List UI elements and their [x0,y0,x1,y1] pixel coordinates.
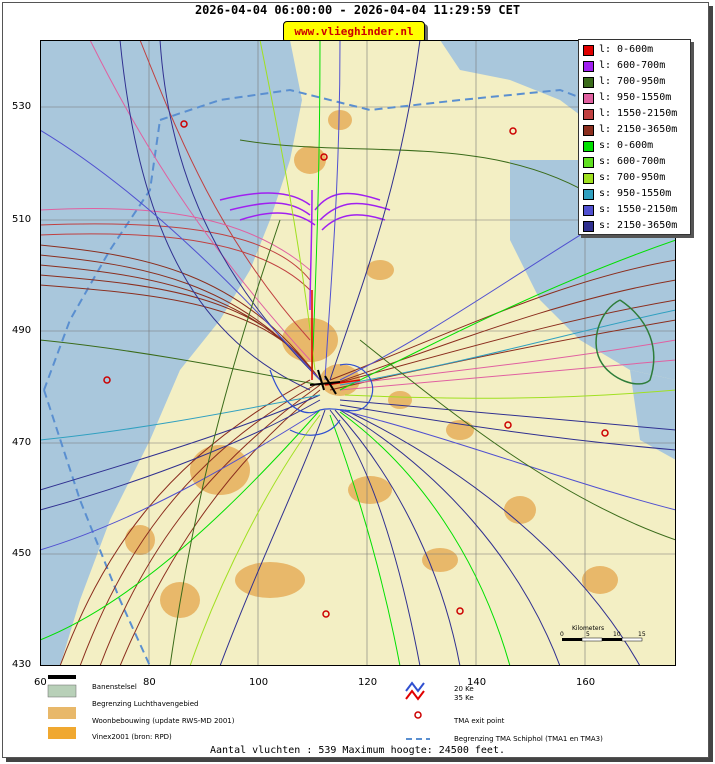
legend-swatch [583,77,594,88]
runways-label: Banenstelsel [92,683,137,691]
x-tick-label: 100 [249,677,269,688]
housing-label: Woonbebouwing (update RWS-MD 2001) [92,717,235,725]
legend-swatch [583,109,594,120]
site-link[interactable]: www.vlieghinder.nl [283,21,425,43]
legend-swatch [583,93,594,104]
legend-label: l: 700-950m [599,76,666,87]
scale-tick: 10 [613,631,621,638]
vinex-symbol [48,727,76,739]
legend-label: l: 0-600m [599,44,654,55]
y-tick-label: 510 [12,214,32,225]
map-legend: Banenstelsel Begrenzing Luchthavengebied… [40,675,672,745]
y-tick-label: 490 [12,325,32,336]
y-tick-label: 530 [12,101,32,112]
airport-boundary-symbol [47,684,77,698]
legend-label: l: 600-700m [599,60,666,71]
tma-exit-symbol [414,711,422,719]
tma-exit-label: TMA exit point [454,717,505,725]
legend-label: l: 2150-3650m [599,124,678,135]
scale-tick: 5 [586,631,590,638]
legend-swatch [583,157,594,168]
scale-bar: Kilometers 0 5 10 15 [560,625,646,642]
runways [309,369,341,395]
flight-summary: Aantal vluchten : 539 Maximum hoogte: 24… [209,745,505,756]
scale-tick: 0 [560,631,564,638]
runway-symbol [48,675,76,679]
legend-swatch [583,45,594,56]
legend-label: s: 0-600m [599,140,654,151]
flight-tracks [40,40,676,666]
legend-swatch [583,61,594,72]
legend-label: s: 700-950m [599,172,666,183]
gridlines [40,40,676,666]
ke35-symbol [405,689,425,701]
x-tick-label: 80 [143,677,156,688]
x-tick-label: 140 [467,677,487,688]
legend-label: s: 950-1550m [599,188,672,199]
legend-label: s: 600-700m [599,156,666,167]
housing-symbol [48,707,76,719]
map-legend-symbols [47,675,430,740]
x-tick-label: 160 [576,677,596,688]
x-tick-label: 120 [358,677,378,688]
map-border [40,40,676,666]
ke20-symbol [405,681,425,693]
legend-label: l: 1550-2150m [599,108,678,119]
scale-tick: 15 [638,631,646,638]
altitude-legend: l: 0-600m l: 600-700m l: 700-950m l: 950… [578,39,691,235]
legend-label: s: 2150-3650m [599,220,678,231]
legend-swatch [583,205,594,216]
x-tick-label: 60 [34,677,47,688]
page-title: 2026-04-04 06:00:00 - 2026-04-04 11:29:5… [194,3,521,17]
tma-boundary [43,88,676,666]
y-tick-label: 430 [12,659,32,670]
legend-swatch [583,173,594,184]
vinex-label: Vinex2001 (bron: RPD) [92,733,172,741]
tma-boundary-label: Begrenzing TMA Schiphol (TMA1 en TMA3) [454,735,603,743]
legend-swatch [583,125,594,136]
tma-exit-points [103,120,609,618]
legend-swatch [583,189,594,200]
scale-bar-label: Kilometers [572,625,604,632]
legend-label: s: 1550-2150m [599,204,678,215]
airport-boundary-label: Begrenzing Luchthavengebied [92,700,199,708]
ke35-label: 35 Ke [454,694,474,702]
legend-label: l: 950-1550m [599,92,672,103]
y-tick-label: 470 [12,437,32,448]
legend-swatch [583,221,594,232]
flight-track-map: Kilometers 0 5 10 15 [40,40,676,666]
ke20-label: 20 Ke [454,685,474,693]
y-tick-label: 450 [12,548,32,559]
legend-swatch [583,141,594,152]
